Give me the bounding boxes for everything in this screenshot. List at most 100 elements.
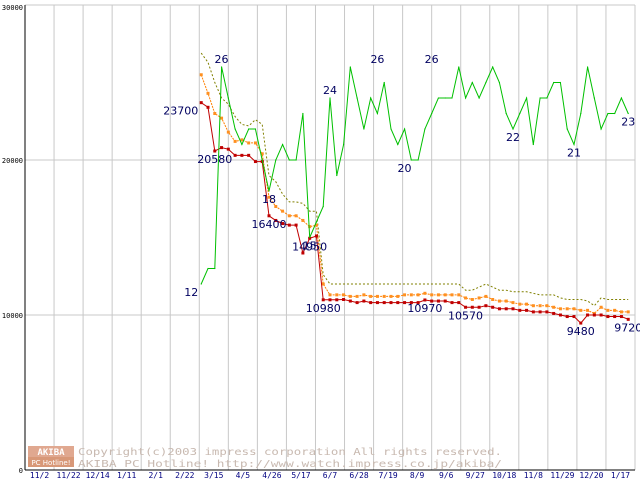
series-point-shops bbox=[607, 112, 609, 115]
series-point-min bbox=[497, 307, 501, 311]
data-label: 22 bbox=[506, 131, 520, 144]
series-point-average bbox=[592, 311, 596, 315]
x-tick-label: 10/18 bbox=[492, 471, 516, 480]
series-point-shops bbox=[376, 112, 379, 115]
series-point-shops bbox=[342, 143, 345, 146]
series-point-min bbox=[531, 310, 535, 314]
series-point-shops bbox=[424, 128, 426, 130]
series-point-average bbox=[281, 209, 285, 213]
y-tick-label: 10000 bbox=[2, 312, 23, 320]
series-point-min bbox=[220, 146, 224, 150]
series-point-average bbox=[579, 308, 583, 312]
series-point-shops bbox=[444, 97, 446, 99]
series-point-shops bbox=[329, 97, 331, 99]
series-point-average bbox=[558, 307, 562, 311]
series-point-shops bbox=[614, 112, 616, 115]
series-point-average bbox=[301, 218, 305, 222]
series-point-shops bbox=[322, 205, 324, 208]
chart-series bbox=[199, 52, 630, 325]
x-tick-label: 2/22 bbox=[175, 471, 194, 480]
series-point-shops bbox=[200, 283, 202, 285]
series-point-min bbox=[552, 311, 556, 315]
series-point-min bbox=[226, 147, 230, 151]
series-point-min bbox=[314, 234, 318, 238]
series-point-average bbox=[518, 302, 522, 306]
series-point-min bbox=[545, 310, 549, 314]
x-tick-label: 11/2 bbox=[30, 471, 49, 480]
x-tick-label: 12/14 bbox=[86, 471, 110, 480]
series-point-min bbox=[240, 153, 244, 157]
series-point-min bbox=[572, 315, 576, 319]
series-point-min bbox=[213, 149, 217, 153]
series-point-min bbox=[335, 298, 339, 302]
y-tick-label: 30000 bbox=[2, 4, 23, 12]
data-label: 9480 bbox=[567, 325, 595, 338]
y-axis-ticks: 30000 20000 10000 0 bbox=[2, 4, 23, 475]
series-point-average bbox=[247, 141, 251, 145]
series-point-min bbox=[457, 301, 461, 305]
data-label: 20580 bbox=[197, 153, 232, 166]
series-point-average bbox=[436, 293, 440, 297]
series-point-shops bbox=[546, 97, 548, 99]
x-tick-label: 6/7 bbox=[323, 471, 338, 480]
series-point-min bbox=[267, 214, 271, 218]
series-point-min bbox=[565, 315, 569, 319]
series-point-min bbox=[579, 321, 583, 325]
series-point-shops bbox=[431, 112, 433, 115]
series-point-min bbox=[369, 301, 373, 305]
series-point-min bbox=[328, 298, 332, 302]
series-point-shops bbox=[410, 159, 412, 161]
series-point-average bbox=[484, 294, 488, 298]
series-point-average bbox=[267, 195, 271, 199]
series-point-min bbox=[518, 308, 522, 312]
series-point-shops bbox=[383, 81, 385, 84]
data-label: 24 bbox=[323, 84, 337, 97]
series-point-shops bbox=[370, 97, 372, 99]
chart-point-labels: 23700 20580 16400 14950 10980 10970 10570 9480 9… bbox=[163, 53, 640, 338]
series-point-min bbox=[626, 317, 630, 321]
x-tick-label: 7/19 bbox=[378, 471, 397, 480]
series-point-min bbox=[599, 313, 603, 317]
x-tick-label: 11/29 bbox=[550, 471, 574, 480]
series-point-average bbox=[430, 293, 434, 297]
x-axis-ticks: 11/2 11/22 12/14 1/11 2/1 2/22 3/15 4/5 4/26 5/17… bbox=[30, 471, 630, 480]
series-point-average bbox=[314, 223, 318, 227]
series-point-min bbox=[308, 236, 312, 240]
x-tick-label: 9/6 bbox=[439, 471, 454, 480]
chart-grid bbox=[24, 4, 636, 471]
series-point-min bbox=[430, 299, 434, 303]
series-point-average bbox=[335, 293, 339, 297]
series-point-average bbox=[586, 308, 590, 312]
series-point-min bbox=[592, 313, 596, 317]
series-point-average bbox=[545, 304, 549, 308]
series-point-min bbox=[375, 301, 379, 305]
series-point-shops bbox=[580, 112, 582, 115]
series-line-max bbox=[200, 52, 629, 307]
series-point-average bbox=[240, 138, 244, 142]
series-point-min bbox=[355, 301, 359, 305]
series-point-min bbox=[619, 315, 623, 319]
series-point-min bbox=[484, 304, 488, 308]
series-point-average bbox=[403, 293, 407, 297]
series-point-shops bbox=[451, 97, 453, 99]
x-tick-label: 3/15 bbox=[204, 471, 223, 480]
series-point-average bbox=[511, 301, 515, 305]
series-point-shops bbox=[302, 112, 304, 115]
series-point-shops bbox=[261, 159, 263, 161]
series-point-average bbox=[565, 307, 569, 311]
y-tick-label: 0 bbox=[19, 467, 23, 475]
series-point-shops bbox=[559, 81, 562, 84]
x-tick-label: 2/1 bbox=[148, 471, 163, 480]
x-tick-label: 6/28 bbox=[349, 471, 368, 480]
series-point-average bbox=[443, 293, 447, 297]
series-point-shops bbox=[268, 190, 270, 192]
series-point-average bbox=[626, 310, 630, 314]
series-point-min bbox=[294, 223, 298, 227]
series-point-average bbox=[470, 298, 474, 301]
series-point-shops bbox=[275, 159, 277, 161]
logo-bottom-box bbox=[28, 457, 74, 467]
series-point-min bbox=[423, 298, 427, 302]
series-point-average bbox=[450, 293, 454, 297]
data-label: 10970 bbox=[407, 302, 442, 315]
